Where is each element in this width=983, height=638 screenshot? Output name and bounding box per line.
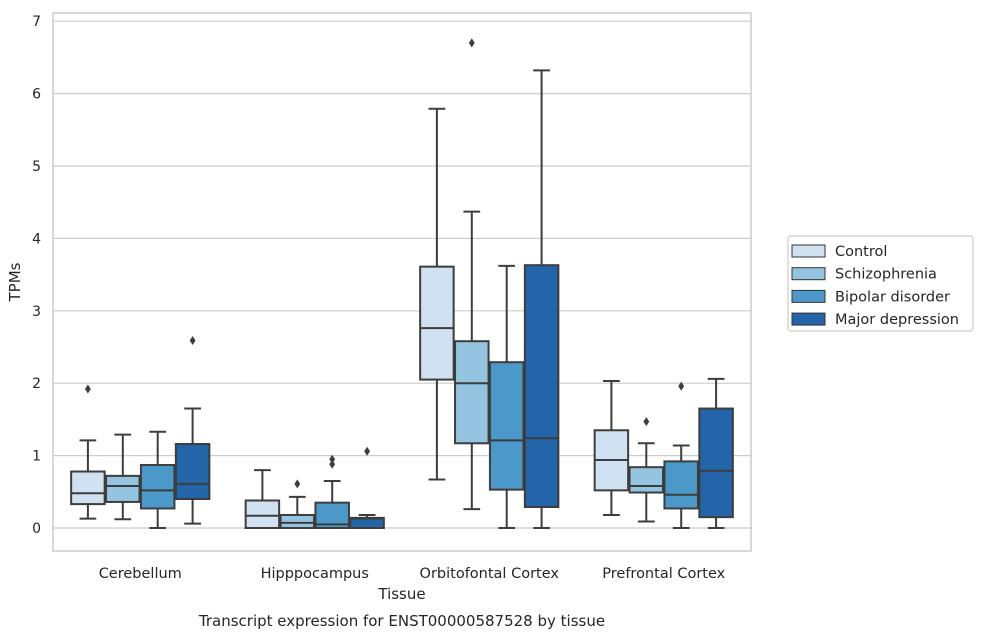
legend-swatch [791, 289, 826, 303]
legend-item: Control [791, 244, 887, 260]
legend-item: Major depression [791, 312, 959, 328]
outlier-point [678, 381, 685, 391]
box [70, 384, 106, 520]
box [663, 381, 699, 529]
box [593, 380, 630, 516]
y-tick-label: 6 [32, 87, 41, 103]
box [523, 69, 560, 529]
box [488, 264, 525, 529]
iqr-box [523, 264, 560, 509]
chart-caption: Transcript expression for ENST0000058752… [198, 612, 605, 630]
iqr-box [279, 513, 316, 530]
outlier-point [643, 417, 650, 427]
x-tick-label: Orbitofontal Cortex [420, 566, 560, 582]
outlier-point [294, 479, 301, 489]
iqr-box [454, 340, 490, 445]
box [174, 335, 211, 525]
box [698, 377, 734, 529]
y-tick-label: 0 [32, 521, 41, 537]
iqr-box [663, 460, 699, 510]
box [279, 479, 316, 530]
legend-item: Bipolar disorder [791, 289, 950, 305]
iqr-box [628, 466, 665, 494]
box [314, 454, 350, 530]
iqr-box [105, 474, 141, 503]
box [454, 38, 490, 511]
y-tick-label: 4 [32, 231, 41, 247]
legend: Control Schizophrenia Bipolar disorder Majo… [787, 235, 974, 332]
legend-swatch [791, 244, 826, 258]
x-tick-label: Prefrontal Cortex [602, 566, 725, 582]
iqr-box [419, 265, 455, 381]
y-tick-label: 5 [32, 159, 41, 175]
outlier-point [329, 454, 336, 464]
box-series [70, 38, 734, 530]
outlier-point [84, 384, 91, 394]
legend-frame [787, 235, 974, 332]
legend-label: Schizophrenia [835, 267, 937, 283]
legend-label: Major depression [835, 312, 959, 328]
iqr-box [174, 443, 211, 501]
y-axis-label: TPMs [6, 262, 24, 302]
legend-item: Schizophrenia [791, 267, 937, 283]
x-axis-label: Tissue [377, 585, 425, 603]
box [349, 446, 385, 530]
box [244, 469, 281, 530]
y-tick-label: 3 [32, 304, 41, 320]
iqr-box [70, 470, 106, 506]
outlier-point [329, 459, 336, 469]
legend-label: Control [835, 244, 887, 260]
legend-label: Bipolar disorder [835, 289, 950, 305]
iqr-box [244, 499, 281, 530]
y-tick-label: 7 [32, 14, 41, 30]
box [628, 417, 665, 523]
x-tick-label: Hipppocampus [261, 566, 369, 582]
y-tick-label: 1 [32, 449, 41, 465]
legend-swatch [791, 312, 826, 326]
box [139, 430, 176, 529]
outlier-point [189, 335, 196, 345]
x-tick-labels: Cerebellum Hipppocampus Orbitofontal Corte… [99, 566, 726, 582]
outlier-point [364, 446, 371, 456]
y-tick-labels: 0 1 2 3 4 5 6 7 [32, 14, 41, 537]
iqr-box [488, 361, 525, 491]
iqr-box [139, 464, 176, 510]
box [105, 433, 141, 521]
y-gridlines [53, 20, 751, 529]
y-tick-label: 2 [32, 376, 41, 392]
outlier-point [468, 38, 475, 48]
iqr-box [698, 407, 734, 519]
plot-area [53, 13, 751, 551]
box [419, 107, 455, 481]
x-tick-label: Cerebellum [99, 566, 182, 582]
plot-frame [52, 12, 752, 552]
legend-swatch [791, 267, 826, 281]
